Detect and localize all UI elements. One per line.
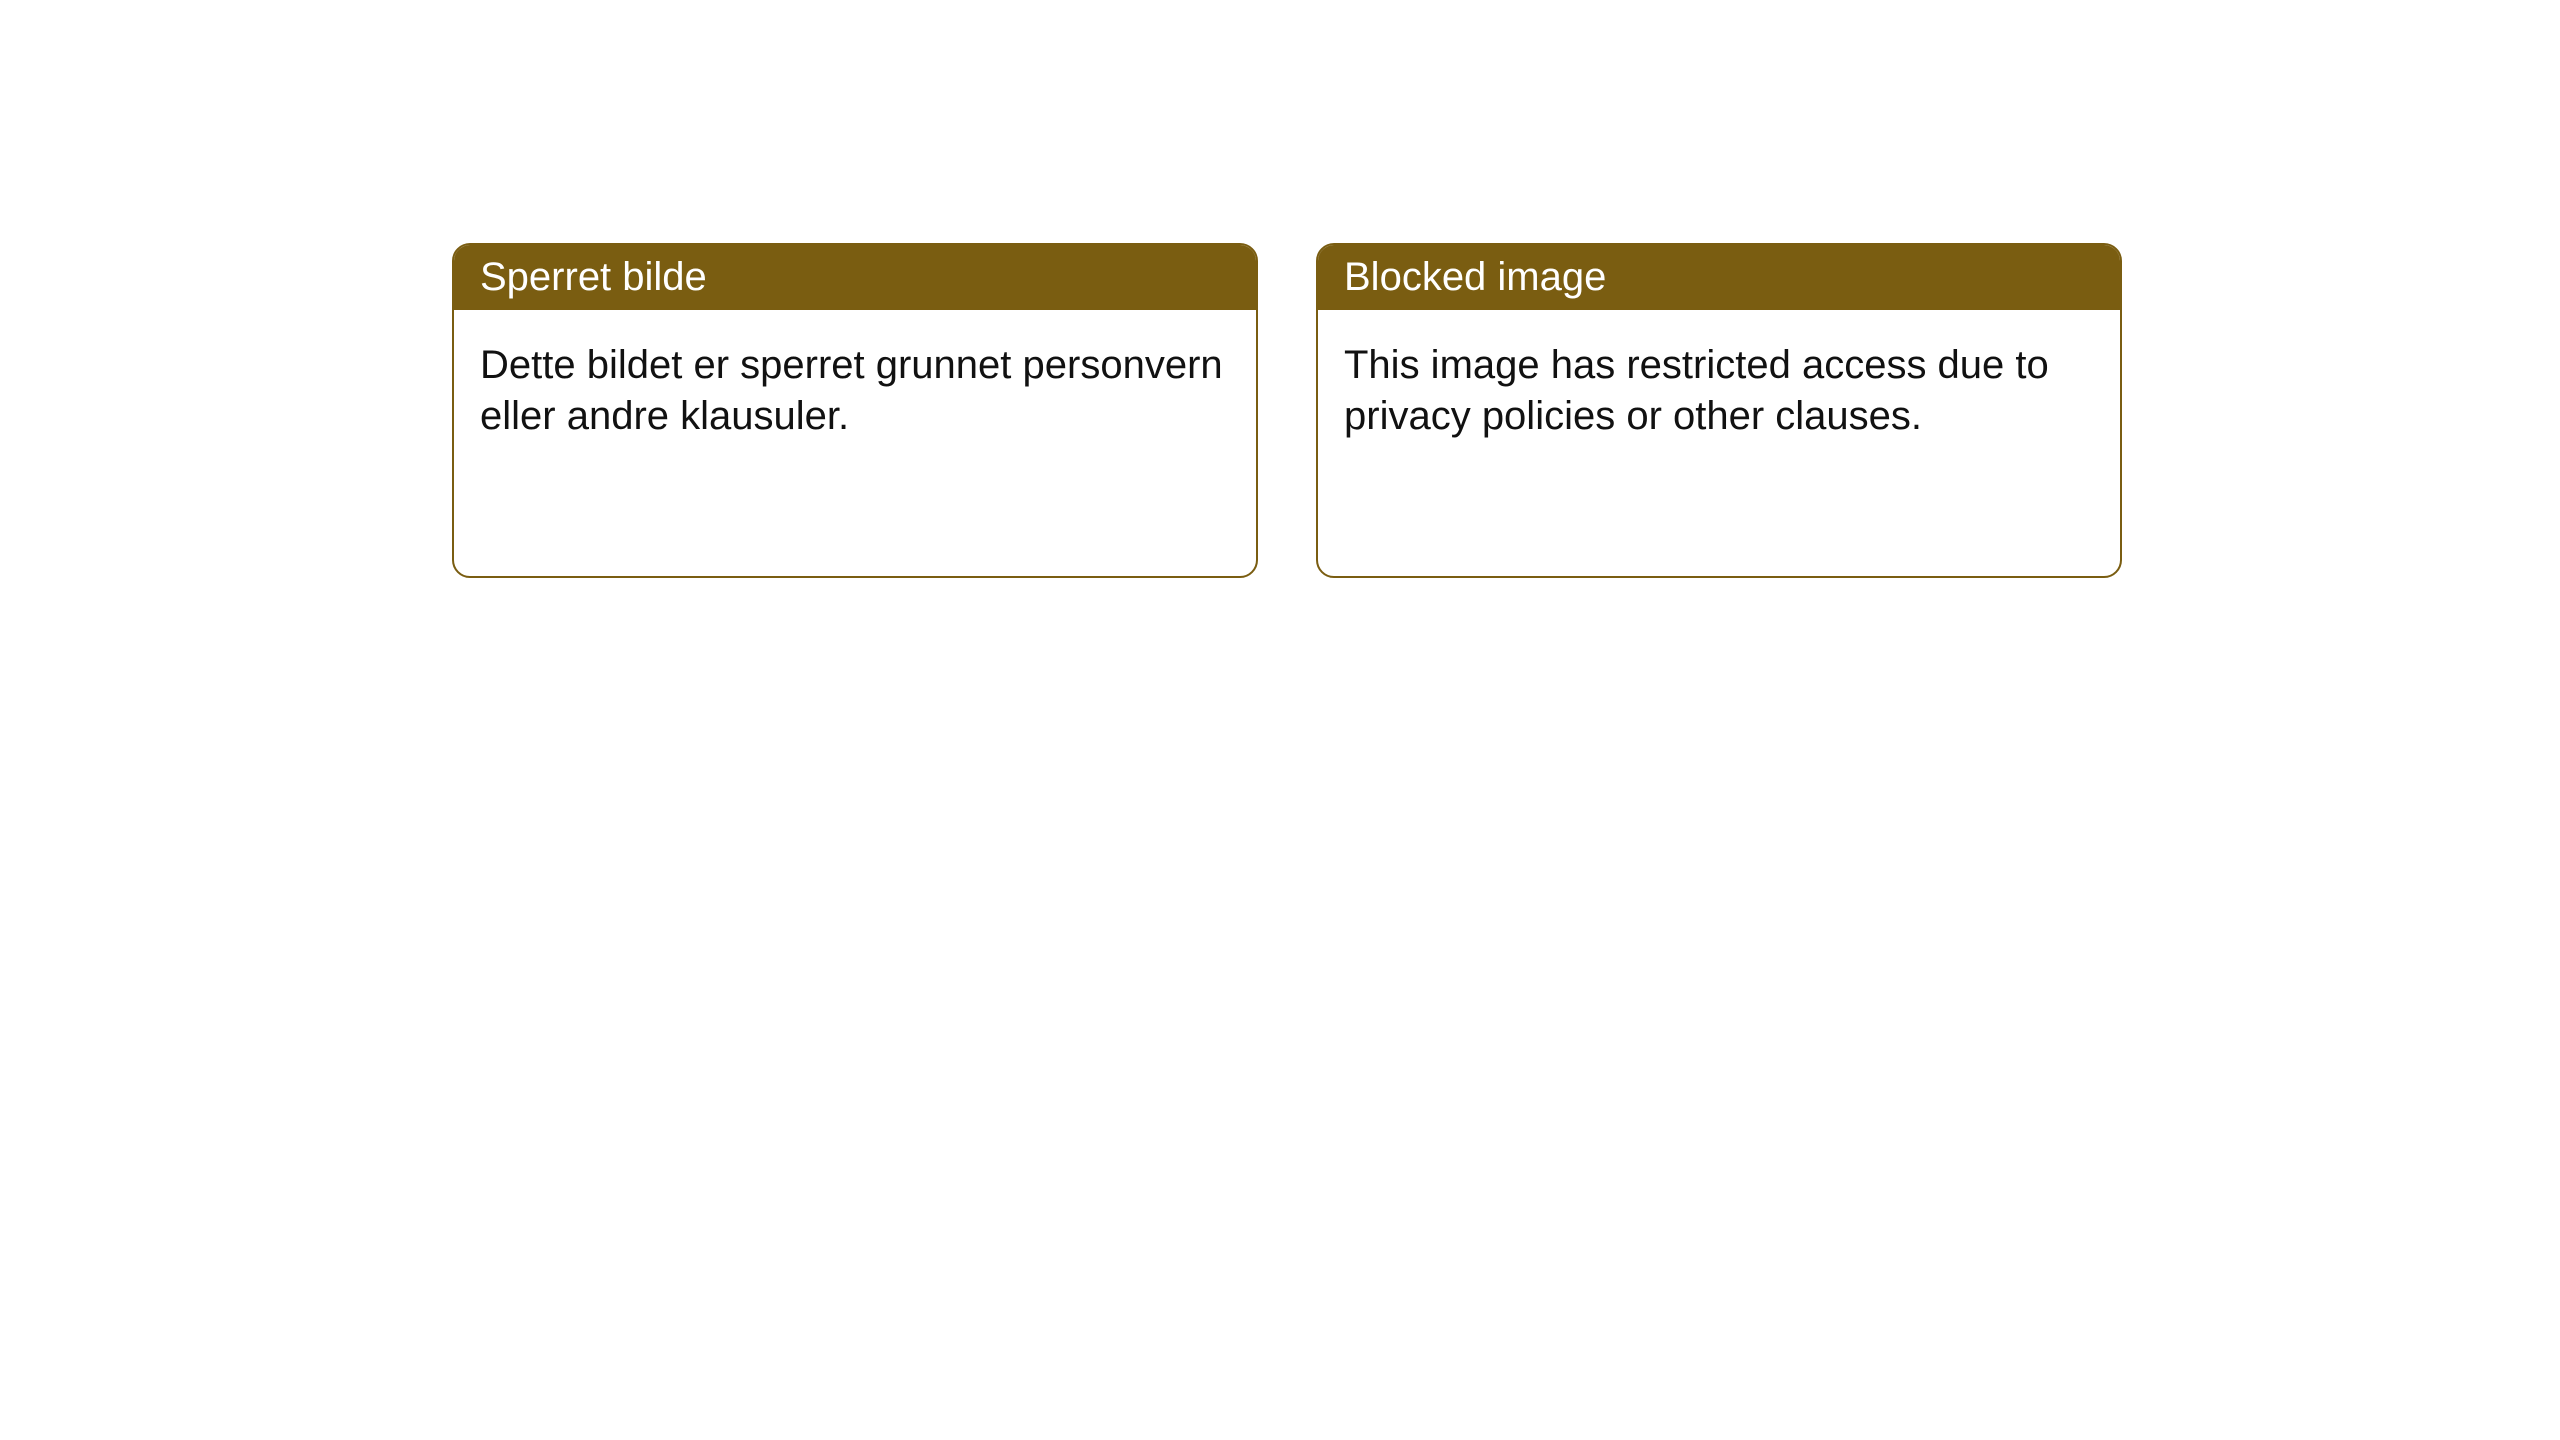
notice-card-english: Blocked image This image has restricted … (1316, 243, 2122, 578)
notice-card-norwegian: Sperret bilde Dette bildet er sperret gr… (452, 243, 1258, 578)
notice-body: Dette bildet er sperret grunnet personve… (454, 310, 1256, 472)
notice-header: Blocked image (1318, 245, 2120, 310)
notice-body: This image has restricted access due to … (1318, 310, 2120, 472)
notice-container: Sperret bilde Dette bildet er sperret gr… (0, 0, 2560, 578)
notice-header: Sperret bilde (454, 245, 1256, 310)
